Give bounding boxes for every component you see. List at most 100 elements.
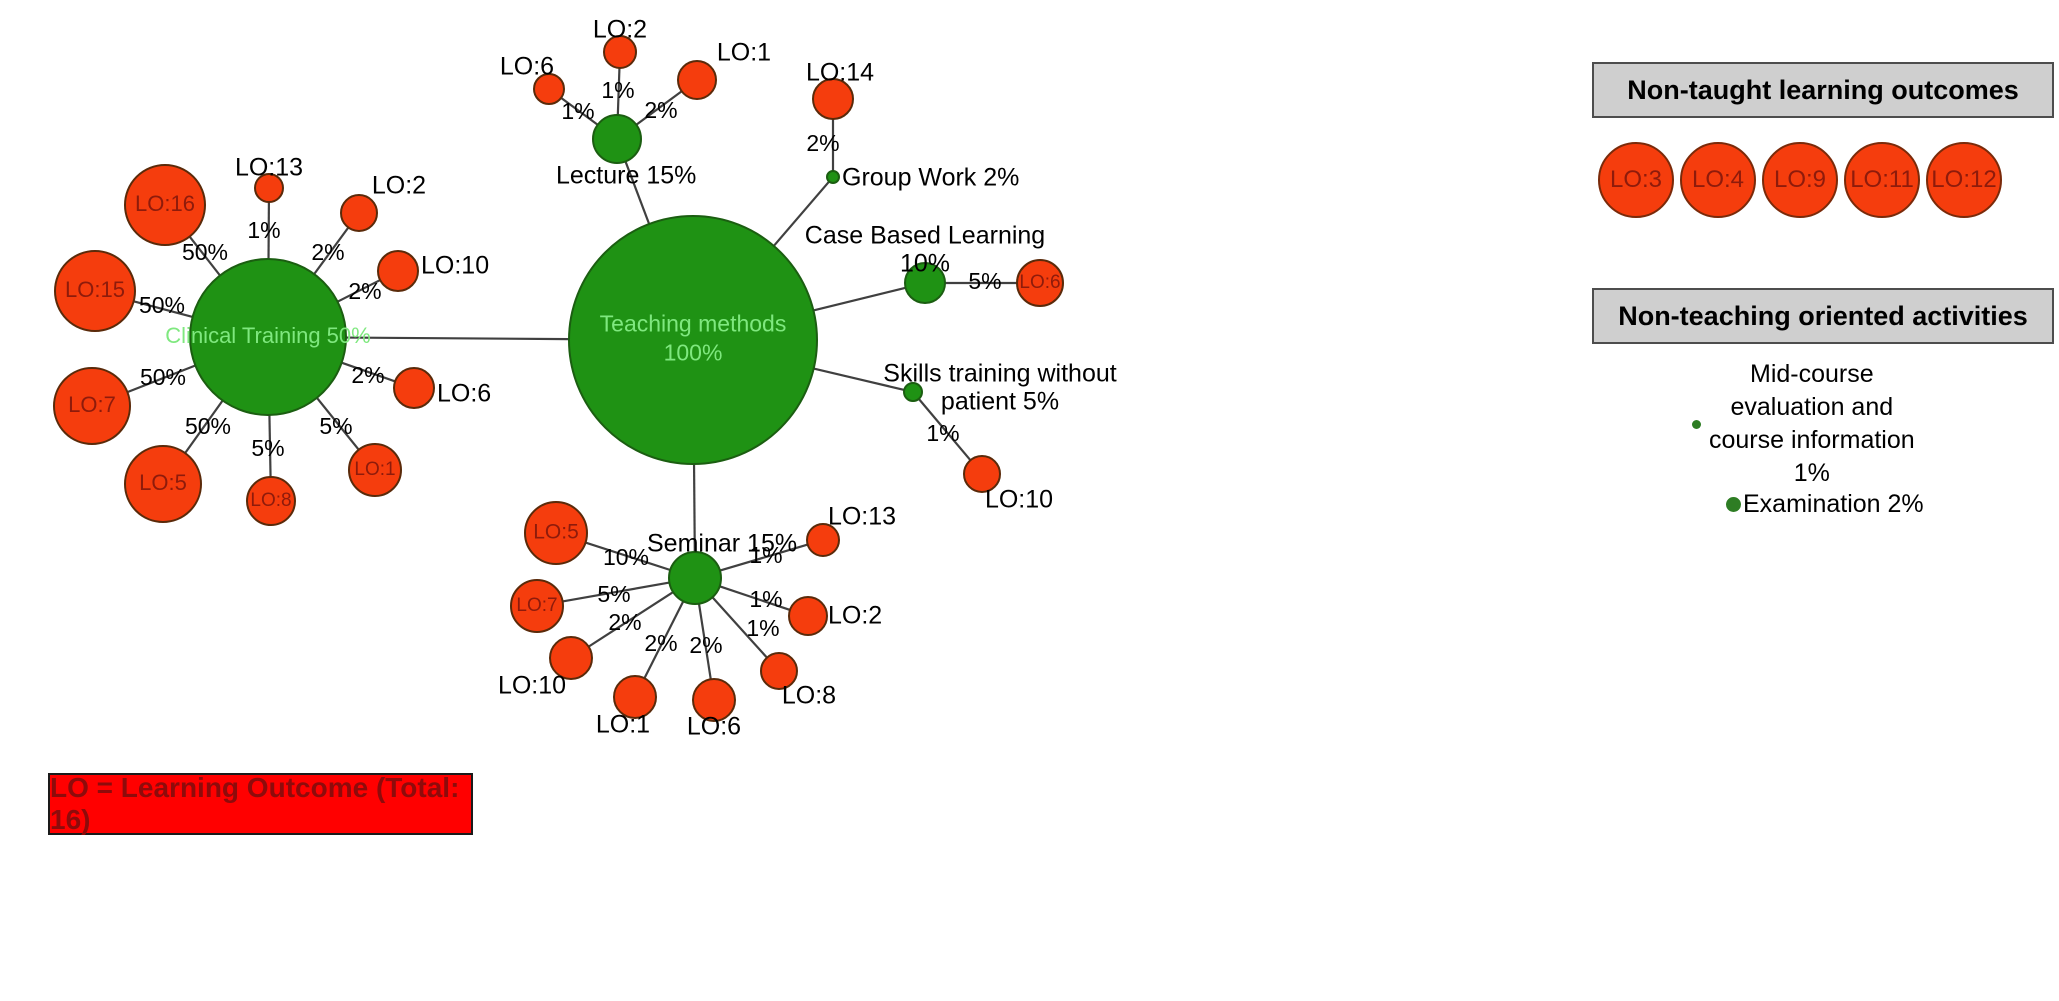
node-lec-lo6[interactable] xyxy=(533,73,565,105)
non-taught-lo-lo12[interactable]: LO:12 xyxy=(1926,142,2002,218)
edge-weight-label: 1% xyxy=(561,98,594,124)
node-skills-training[interactable] xyxy=(903,382,923,402)
node-label-ct-lo8: LO:8 xyxy=(250,490,291,511)
node-label-ct-lo10: LO:10 xyxy=(421,252,489,280)
edge-weight-label: 2% xyxy=(351,362,384,388)
node-ct-lo7[interactable] xyxy=(53,367,131,445)
edge-weight-label: 2% xyxy=(644,630,677,656)
node-st-lo10[interactable] xyxy=(963,455,1001,493)
node-ct-lo5[interactable] xyxy=(124,445,202,523)
node-label-sem-lo5: LO:5 xyxy=(533,521,579,544)
edge-clinical-training-to-ct-lo1 xyxy=(316,397,360,451)
node-label-sem-lo7: LO:7 xyxy=(516,595,557,616)
node-sem-lo2[interactable] xyxy=(788,596,828,636)
node-case-based-learning[interactable] xyxy=(904,262,946,304)
node-label-sem-lo1: LO:1 xyxy=(596,711,650,739)
node-sem-lo8[interactable] xyxy=(760,652,798,690)
node-label-ct-lo2: LO:2 xyxy=(372,172,426,200)
edge-weight-label: 5% xyxy=(319,413,352,439)
non-teaching-activity-list: Mid-course evaluation and course informati… xyxy=(1592,358,2059,558)
node-label-ct-lo13: LO:13 xyxy=(235,154,303,182)
node-label-lecture: Lecture 15% xyxy=(556,162,696,190)
edge-weight-label: 1% xyxy=(926,420,959,446)
node-ct-lo1[interactable] xyxy=(348,443,402,497)
edge-clinical-training-to-ct-lo5 xyxy=(184,399,224,454)
edge-weight-label: 1% xyxy=(247,217,280,243)
edge-teaching-methods-to-skills-training xyxy=(813,367,905,392)
node-label-seminar: Seminar 15% xyxy=(647,530,797,558)
node-sem-lo6[interactable] xyxy=(692,678,736,722)
edge-weight-label: 50% xyxy=(185,413,231,439)
node-cbl-lo6[interactable] xyxy=(1016,259,1064,307)
node-ct-lo10[interactable] xyxy=(377,250,419,292)
node-labels-layer: Teaching methods 100% Clinical Training 50… xyxy=(65,16,1117,741)
node-label-group-work: Group Work 2% xyxy=(842,164,1019,192)
green-dot-icon xyxy=(1726,497,1741,512)
node-lecture[interactable] xyxy=(592,114,642,164)
node-label-case-based-learning: Case Based Learning xyxy=(805,222,1045,250)
node-label-teaching-methods: Teaching methods xyxy=(600,311,787,337)
non-teaching-legend-header: Non-teaching oriented activities xyxy=(1592,288,2054,344)
node-label-ct-lo16: LO:16 xyxy=(135,191,195,216)
edge-clinical-training-to-ct-lo8 xyxy=(268,414,272,478)
node-label-ct-lo15: LO:15 xyxy=(65,277,125,302)
node-sem-lo13[interactable] xyxy=(806,523,840,557)
node-gw-lo14[interactable] xyxy=(812,78,854,120)
node-label-ct-lo1: LO:1 xyxy=(354,459,395,480)
edge-teaching-methods-to-lecture xyxy=(624,161,651,225)
edge-weight-label: 1% xyxy=(746,615,779,641)
node-label-sem-lo6: LO:6 xyxy=(687,713,741,741)
edge-seminar-to-sem-lo6 xyxy=(697,603,712,680)
node-ct-lo15[interactable] xyxy=(54,250,136,332)
non-taught-lo-lo3[interactable]: LO:3 xyxy=(1598,142,1674,218)
node-ct-lo8[interactable] xyxy=(246,476,296,526)
edge-weight-label: 50% xyxy=(139,292,185,318)
node-label-gw-lo14: LO:14 xyxy=(806,59,874,87)
activity-mid-course-label: Mid-course evaluation and course informati… xyxy=(1709,360,1915,487)
edge-weight-label: 2% xyxy=(689,632,722,658)
edge-lecture-to-lec-lo2 xyxy=(616,67,621,116)
node-sem-lo7[interactable] xyxy=(510,579,564,633)
edge-teaching-methods-to-case-based-learning xyxy=(813,286,906,312)
node-clinical-training[interactable] xyxy=(189,258,347,416)
edge-lecture-to-lec-lo1 xyxy=(635,90,683,126)
edge-seminar-to-sem-lo10 xyxy=(588,591,674,648)
edge-clinical-training-to-ct-lo16 xyxy=(188,235,221,277)
edges-layer xyxy=(126,67,1017,680)
node-sem-lo5[interactable] xyxy=(524,501,588,565)
edge-skills-training-to-st-lo10 xyxy=(917,398,972,461)
edge-seminar-to-sem-lo5 xyxy=(585,541,671,572)
non-taught-legend-header: Non-taught learning outcomes xyxy=(1592,62,2054,118)
non-taught-lo-lo11[interactable]: LO:11 xyxy=(1844,142,1920,218)
edge-weight-label: 2% xyxy=(644,97,677,123)
edge-weight-label: 50% xyxy=(182,239,228,265)
node-ct-lo13[interactable] xyxy=(254,173,284,203)
edge-teaching-methods-to-seminar xyxy=(692,463,696,553)
non-taught-lo-lo4[interactable]: LO:4 xyxy=(1680,142,1756,218)
edge-weight-label: 2% xyxy=(311,239,344,265)
node-sem-lo1[interactable] xyxy=(613,675,657,719)
edge-weight-label: 2% xyxy=(806,130,839,156)
node-ct-lo2[interactable] xyxy=(340,194,378,232)
node-label-lec-lo6: LO:6 xyxy=(500,53,554,81)
node-label-ct-lo5: LO:5 xyxy=(139,470,187,495)
edge-weight-label: 5% xyxy=(597,581,630,607)
activity-examination-label: Examination 2% xyxy=(1743,490,1924,518)
node-lec-lo2[interactable] xyxy=(603,35,637,69)
edge-seminar-to-sem-lo1 xyxy=(643,600,685,679)
node-label-ct-lo7: LO:7 xyxy=(68,392,116,417)
node-label-st-lo10: LO:10 xyxy=(985,486,1053,514)
node-ct-lo16[interactable] xyxy=(124,164,206,246)
node-lec-lo1[interactable] xyxy=(677,60,717,100)
activity-examination: Examination 2% xyxy=(1726,488,1924,521)
node-seminar[interactable] xyxy=(668,551,722,605)
non-taught-lo-lo9[interactable]: LO:9 xyxy=(1762,142,1838,218)
node-teaching-methods[interactable] xyxy=(568,215,818,465)
node-group-work[interactable] xyxy=(826,170,840,184)
node-ct-lo6[interactable] xyxy=(393,367,435,409)
node-sem-lo10[interactable] xyxy=(549,636,593,680)
edge-weight-label: 1% xyxy=(749,586,782,612)
edge-seminar-to-sem-lo7 xyxy=(562,581,670,603)
edge-weight-label: 10% xyxy=(603,544,649,570)
